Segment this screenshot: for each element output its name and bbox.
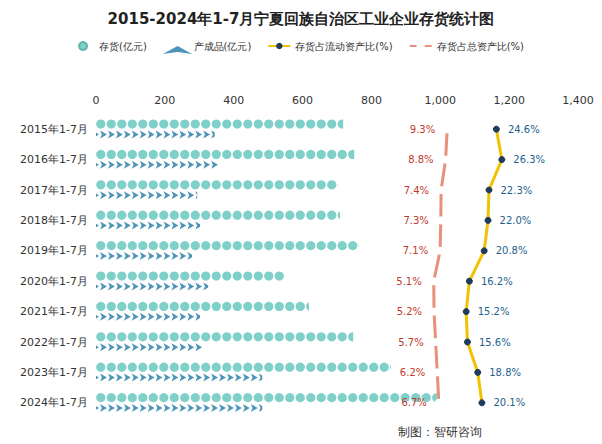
svg-text:15.6%: 15.6%: [479, 337, 511, 348]
svg-text:存货(亿元): 存货(亿元): [99, 41, 147, 52]
svg-text:2023年1-7月: 2023年1-7月: [20, 366, 88, 379]
svg-text:6.7%: 6.7%: [401, 397, 426, 408]
svg-text:2024年1-7月: 2024年1-7月: [20, 396, 88, 409]
svg-text:7.3%: 7.3%: [403, 215, 428, 226]
svg-text:18.8%: 18.8%: [489, 367, 521, 378]
svg-text:20.1%: 20.1%: [493, 397, 525, 408]
svg-text:200: 200: [154, 94, 175, 107]
svg-text:7.1%: 7.1%: [403, 245, 428, 256]
svg-text:2018年1-7月: 2018年1-7月: [20, 214, 88, 227]
svg-text:存货占流动资产比(%): 存货占流动资产比(%): [295, 41, 392, 52]
svg-text:26.3%: 26.3%: [513, 154, 545, 165]
svg-text:2022年1-7月: 2022年1-7月: [20, 336, 88, 349]
svg-text:8.8%: 8.8%: [408, 154, 433, 165]
svg-text:2021年1-7月: 2021年1-7月: [20, 305, 88, 318]
svg-text:6.2%: 6.2%: [400, 367, 425, 378]
svg-text:2020年1-7月: 2020年1-7月: [20, 275, 88, 288]
svg-text:1,000: 1,000: [425, 94, 457, 107]
svg-text:2015-2024年1-7月宁夏回族自治区工业企业存货统计图: 2015-2024年1-7月宁夏回族自治区工业企业存货统计图: [108, 10, 495, 28]
svg-text:产成品(亿元): 产成品(亿元): [194, 41, 252, 52]
svg-text:1,200: 1,200: [493, 94, 525, 107]
svg-text:5.7%: 5.7%: [398, 337, 423, 348]
svg-text:20.8%: 20.8%: [496, 245, 528, 256]
svg-text:2016年1-7月: 2016年1-7月: [20, 153, 88, 166]
svg-text:800: 800: [361, 94, 382, 107]
svg-text:16.2%: 16.2%: [481, 276, 513, 287]
svg-text:9.3%: 9.3%: [410, 124, 435, 135]
svg-text:400: 400: [223, 94, 244, 107]
svg-text:7.4%: 7.4%: [404, 185, 429, 196]
svg-text:2015年1-7月: 2015年1-7月: [20, 123, 88, 136]
svg-text:15.2%: 15.2%: [478, 306, 510, 317]
svg-text:存货占总资产比(%): 存货占总资产比(%): [437, 41, 524, 52]
svg-text:5.1%: 5.1%: [396, 276, 421, 287]
svg-text:0: 0: [93, 94, 100, 107]
svg-text:22.0%: 22.0%: [500, 215, 532, 226]
svg-text:制图：智研咨询: 制图：智研咨询: [398, 425, 482, 439]
svg-text:600: 600: [292, 94, 313, 107]
svg-text:1,400: 1,400: [562, 94, 594, 107]
svg-text:22.3%: 22.3%: [500, 185, 532, 196]
svg-text:5.2%: 5.2%: [397, 306, 422, 317]
svg-text:2019年1-7月: 2019年1-7月: [20, 244, 88, 257]
svg-text:2017年1-7月: 2017年1-7月: [20, 184, 88, 197]
svg-text:24.6%: 24.6%: [508, 124, 540, 135]
